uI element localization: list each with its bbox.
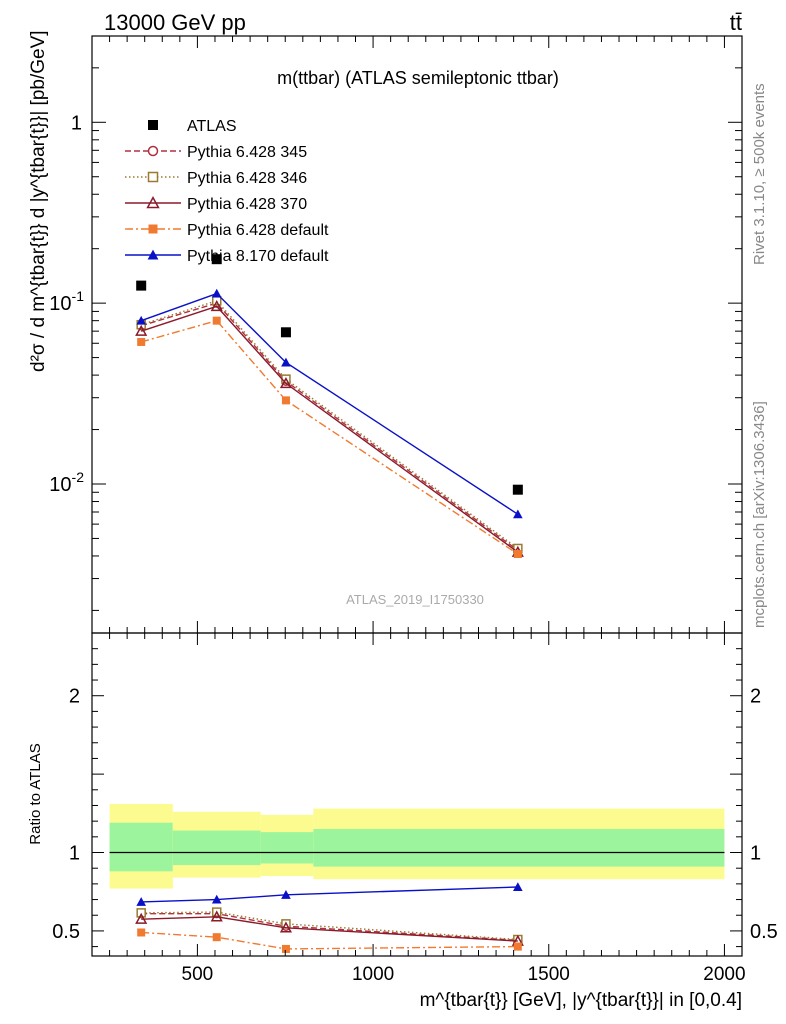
source-label: mcplots.cern.ch [arXiv:1306.3436]	[751, 401, 768, 628]
beam-label: 13000 GeV pp	[104, 10, 246, 35]
data-point	[280, 327, 291, 338]
data-point	[512, 484, 523, 495]
legend-entry-1: Pythia 6.428 345	[125, 144, 307, 161]
data-point	[136, 280, 147, 291]
main-series-line	[140, 292, 519, 515]
legend-marker	[147, 145, 159, 157]
ratio-point	[210, 910, 223, 922]
ratio-y-tick-label: 0.5	[52, 921, 80, 943]
main-series-1	[136, 298, 523, 556]
legend-label: Pythia 6.428 345	[187, 144, 307, 161]
main-series-5	[136, 288, 523, 519]
ratio-series-4	[136, 882, 523, 906]
ratio-x-tick-label: 500	[182, 964, 214, 985]
ratio-x-tick-label: 2000	[703, 964, 745, 985]
plot-title: m(ttbar) (ATLAS semileptonic ttbar)	[277, 68, 559, 88]
ratio-y-tick-label-right: 1	[750, 843, 761, 865]
ratio-inner-band	[260, 832, 314, 864]
analysis-id: ATLAS_2019_I1750330	[346, 592, 484, 607]
main-series-line	[140, 319, 519, 555]
ratio-point	[212, 933, 221, 942]
main-series-0	[136, 254, 523, 495]
ratio-inner-band	[172, 830, 261, 866]
legend-entry-0: ATLAS	[148, 118, 237, 135]
legend-marker	[147, 249, 159, 260]
ratio-series-2	[135, 910, 524, 946]
legend-label: Pythia 6.428 346	[187, 170, 307, 187]
data-point	[210, 299, 223, 312]
legend-label: ATLAS	[187, 118, 237, 135]
data-point	[136, 315, 146, 325]
main-y-tick-label: 1	[71, 112, 82, 134]
ratio-point	[281, 944, 290, 953]
ratio-point	[513, 882, 523, 892]
main-series-2	[136, 296, 523, 554]
legend-marker	[147, 171, 159, 183]
legend-marker	[148, 120, 158, 130]
ratio-y-tick-label-right: 2	[750, 686, 761, 708]
ratio-series-line	[141, 911, 518, 941]
main-series-line	[140, 305, 519, 553]
legend-label: Pythia 6.428 370	[187, 196, 307, 213]
data-point	[212, 316, 221, 325]
ratio-point	[136, 897, 146, 906]
data-point	[281, 396, 290, 405]
ratio-point	[137, 928, 146, 937]
ratio-series-line	[141, 931, 518, 950]
ratio-point	[211, 894, 222, 904]
data-point	[513, 509, 523, 519]
legend-entry-3: Pythia 6.428 370	[125, 196, 307, 213]
main-y-tick-label: 10-2	[49, 469, 84, 496]
main-series-4	[137, 316, 522, 559]
legend: ATLAS Pythia 6.428 345 Pythia 6.428 346 Pyt…	[125, 118, 329, 265]
rivet-label: Rivet 3.1.10, ≥ 500k events	[751, 83, 768, 265]
process-label: tt̄	[730, 10, 742, 35]
x-axis-title: m^{tbar{t}} [GeV], |y^{tbar{t}}| in [0,0…	[420, 990, 742, 1011]
ratio-x-tick-label: 1000	[352, 964, 394, 985]
ratio-y-tick-label: 1	[69, 843, 80, 865]
main-panel: 1 10-1 10-2 d²σ / d m^{tbar{t}} d |y^{tbar…	[28, 30, 743, 634]
main-y-tick-label: 10-1	[49, 288, 84, 315]
data-point	[279, 377, 293, 389]
ratio-series-line	[141, 916, 518, 942]
ratio-series-3	[137, 928, 522, 953]
main-series-line	[140, 302, 519, 551]
data-point	[135, 324, 148, 336]
data-point	[513, 550, 522, 559]
main-y-axis-title: d²σ / d m^{tbar{t}} d |y^{tbar{t}}| [pb/…	[28, 30, 49, 372]
ratio-point	[513, 942, 522, 951]
ratio-y-tick-label-right: 0.5	[750, 921, 778, 943]
ratio-inner-band	[109, 822, 173, 872]
data-point	[211, 254, 222, 265]
data-point	[211, 288, 222, 298]
ratio-point	[135, 912, 148, 924]
ratio-frame	[91, 632, 743, 957]
legend-marker	[146, 196, 160, 209]
ratio-x-tick-label: 1500	[528, 964, 570, 985]
ratio-y-axis-title: Ratio to ATLAS	[27, 743, 44, 844]
ratio-series-line	[141, 912, 518, 942]
legend-entry-2: Pythia 6.428 346	[125, 170, 307, 187]
data-point	[137, 337, 146, 346]
data-point	[281, 357, 291, 367]
ratio-series-line	[141, 886, 518, 903]
legend-entry-4: Pythia 6.428 default	[125, 222, 329, 239]
ratio-point	[279, 921, 293, 933]
legend-marker	[148, 224, 158, 234]
ratio-inner-band	[313, 828, 725, 867]
ratio-point	[281, 890, 291, 899]
legend-entry-5: Pythia 8.170 default	[125, 248, 329, 265]
legend-label: Pythia 8.170 default	[187, 248, 329, 265]
legend-label: Pythia 6.428 default	[187, 222, 329, 239]
ratio-y-tick-label: 2	[69, 686, 80, 708]
